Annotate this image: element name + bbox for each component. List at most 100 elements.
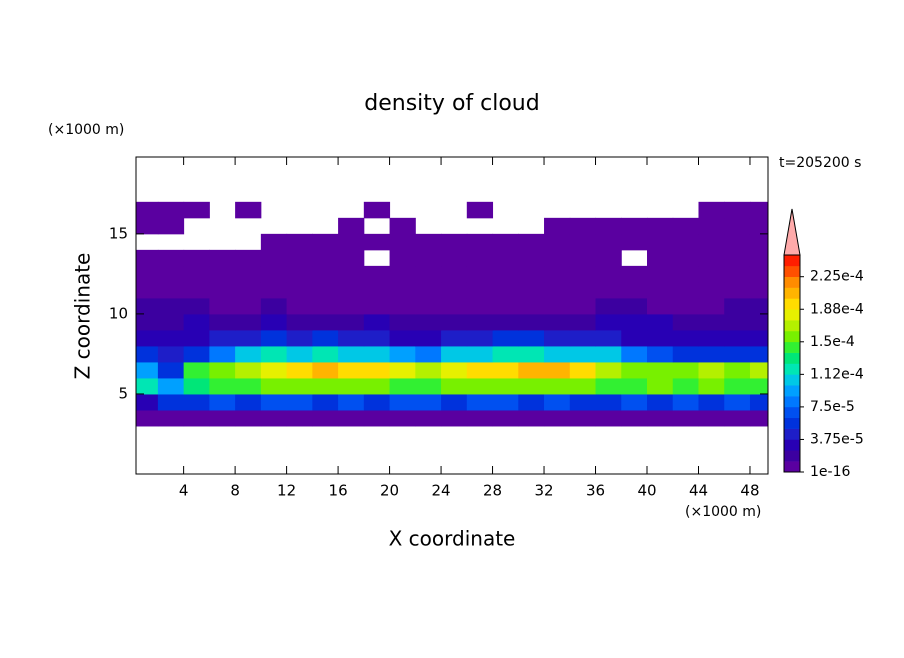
field-cell	[621, 361, 648, 379]
field-cell	[235, 201, 262, 219]
field-cell	[621, 217, 648, 235]
field-cell	[389, 345, 416, 363]
field-cell	[621, 233, 648, 251]
field-cell	[466, 233, 494, 251]
field-cell	[518, 361, 545, 379]
field-cell	[672, 393, 699, 411]
field-cell	[136, 377, 159, 395]
colorbar-band	[784, 450, 800, 462]
field-cell	[389, 297, 416, 315]
field-cell	[672, 265, 699, 283]
colorbar-band	[784, 341, 800, 353]
field-cell	[569, 297, 597, 315]
field-cell	[338, 313, 365, 331]
field-cell	[749, 217, 768, 235]
field-cell	[260, 329, 288, 347]
colorbar-label: 1.5e-4	[810, 334, 855, 350]
field-cell	[724, 361, 751, 379]
field-cell	[698, 281, 725, 299]
field-cell	[492, 313, 519, 331]
field-cell	[518, 409, 545, 427]
field-cell	[647, 217, 674, 235]
x-unit: (×1000 m)	[685, 504, 761, 520]
field-cell	[363, 393, 391, 411]
field-cell	[286, 249, 313, 267]
field-cell	[286, 313, 313, 331]
colorbar-label: 1.12e-4	[810, 366, 864, 382]
field-cell	[389, 233, 416, 251]
field-cell	[136, 313, 159, 331]
field-cell	[647, 345, 674, 363]
field-cell	[338, 249, 365, 267]
field-cell	[724, 345, 751, 363]
field-cell	[749, 345, 768, 363]
field-cell	[260, 233, 288, 251]
field-cell	[569, 361, 597, 379]
field-cell	[312, 233, 339, 251]
field-cell	[157, 313, 185, 331]
x-tick-label: 16	[329, 482, 348, 500]
field-cell	[724, 265, 751, 283]
field-cell	[492, 409, 519, 427]
field-cell	[312, 393, 339, 411]
field-cell	[569, 217, 597, 235]
field-cell	[698, 345, 725, 363]
field-cell	[518, 377, 545, 395]
colorbar-band	[784, 352, 800, 364]
field-cell	[415, 249, 442, 267]
field-cell	[157, 329, 185, 347]
field-cell	[466, 265, 494, 283]
field-cell	[415, 361, 442, 379]
field-cell	[698, 265, 725, 283]
field-cell	[286, 393, 313, 411]
field-cell	[466, 377, 494, 395]
field-cell	[389, 393, 416, 411]
contour-field	[136, 201, 768, 427]
x-tick-label: 36	[586, 482, 605, 500]
field-cell	[749, 201, 768, 219]
colorbar-band	[784, 428, 800, 440]
field-cell	[595, 249, 622, 267]
field-cell	[749, 297, 768, 315]
field-cell	[157, 345, 185, 363]
colorbar-band	[784, 417, 800, 429]
field-cell	[698, 249, 725, 267]
field-cell	[338, 377, 365, 395]
colorbar-band	[784, 287, 800, 299]
field-cell	[235, 361, 262, 379]
field-cell	[136, 393, 159, 411]
field-cell	[621, 329, 648, 347]
field-cell	[569, 233, 597, 251]
field-cell	[518, 313, 545, 331]
field-cell	[312, 249, 339, 267]
field-cell	[466, 329, 494, 347]
colorbar-label: 2.25e-4	[810, 269, 864, 285]
field-cell	[415, 233, 442, 251]
field-cell	[647, 409, 674, 427]
field-cell	[260, 265, 288, 283]
field-cell	[260, 361, 288, 379]
field-cell	[363, 345, 391, 363]
field-cell	[595, 377, 622, 395]
field-cell	[621, 393, 648, 411]
field-cell	[183, 201, 210, 219]
field-cell	[595, 265, 622, 283]
field-cell	[183, 345, 210, 363]
field-cell	[441, 249, 468, 267]
field-cell	[466, 393, 494, 411]
field-cell	[544, 313, 571, 331]
x-tick-label: 48	[740, 482, 759, 500]
field-cell	[749, 313, 768, 331]
field-cell	[260, 313, 288, 331]
field-cell	[492, 249, 519, 267]
field-cell	[235, 329, 262, 347]
field-cell	[544, 393, 571, 411]
field-cell	[235, 345, 262, 363]
field-cell	[621, 377, 648, 395]
field-cell	[363, 297, 391, 315]
field-cell	[595, 281, 622, 299]
field-cell	[724, 393, 751, 411]
field-cell	[544, 329, 571, 347]
field-cell	[441, 313, 468, 331]
field-cell	[647, 249, 674, 267]
